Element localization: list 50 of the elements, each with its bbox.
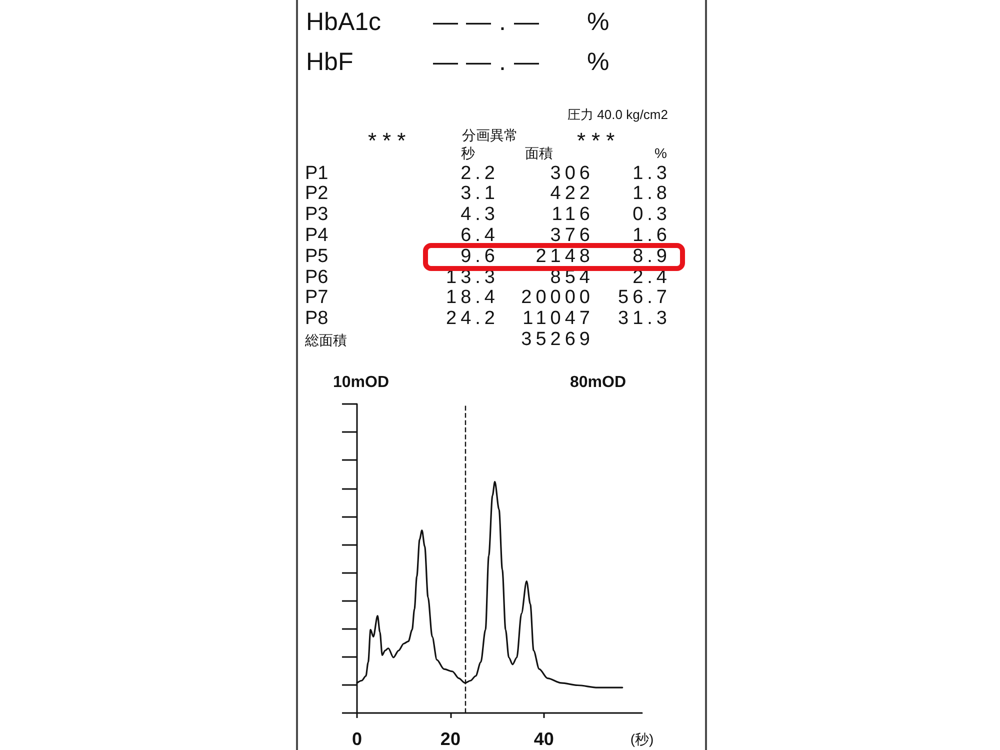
text: 31.3: [618, 308, 671, 331]
text: 4.3: [460, 204, 499, 227]
text: 6.4: [460, 225, 499, 248]
text: 8.9: [632, 246, 671, 269]
text: 56.7: [618, 287, 671, 310]
text: HbA1c: [306, 7, 382, 37]
text: P8: [305, 308, 328, 331]
x-axis-title: (秒): [630, 731, 654, 747]
text: 10mOD: [332, 373, 390, 393]
text: 11047: [522, 308, 594, 331]
text: P1: [305, 162, 328, 186]
x-tick-label: 40: [534, 729, 554, 749]
text: 0.3: [632, 204, 671, 227]
text: 総面積: [305, 332, 347, 349]
text: 面積: [525, 144, 553, 162]
text: ——.—: [433, 7, 547, 37]
text: P4: [305, 225, 328, 248]
text: 3.1: [460, 183, 499, 206]
text: P2: [305, 183, 328, 206]
text: %: [587, 7, 610, 37]
text: 1.6: [632, 225, 671, 248]
text: 116: [552, 204, 594, 227]
text: 秒: [461, 144, 475, 162]
text: P3: [305, 204, 328, 227]
text: 1.8: [632, 183, 671, 206]
text: ***: [368, 128, 412, 154]
text: 9.6: [460, 246, 499, 269]
text: P5: [305, 246, 328, 269]
text: 376: [550, 225, 594, 248]
text: 分画異常: [462, 126, 518, 144]
text: 18.4: [446, 287, 499, 310]
text: %: [587, 47, 610, 77]
text: 422: [550, 183, 594, 206]
x-tick-label: 20: [440, 729, 460, 749]
text: HbF: [306, 47, 354, 77]
text: 20000: [521, 287, 594, 310]
text: P7: [305, 287, 328, 310]
text: ***: [577, 128, 621, 154]
text: 24.2: [446, 308, 499, 331]
text: 2148: [536, 246, 594, 269]
text: P6: [305, 266, 328, 290]
text: 2.2: [460, 162, 499, 186]
text: %: [654, 144, 667, 162]
text: 80mOD: [570, 373, 626, 393]
text: 圧力 40.0 kg/cm2: [568, 107, 668, 123]
text: ——.—: [433, 47, 547, 77]
x-tick-label: 0: [352, 729, 362, 749]
text: 1.3: [632, 162, 671, 186]
text: 306: [550, 162, 594, 186]
text: 35269: [521, 329, 594, 352]
